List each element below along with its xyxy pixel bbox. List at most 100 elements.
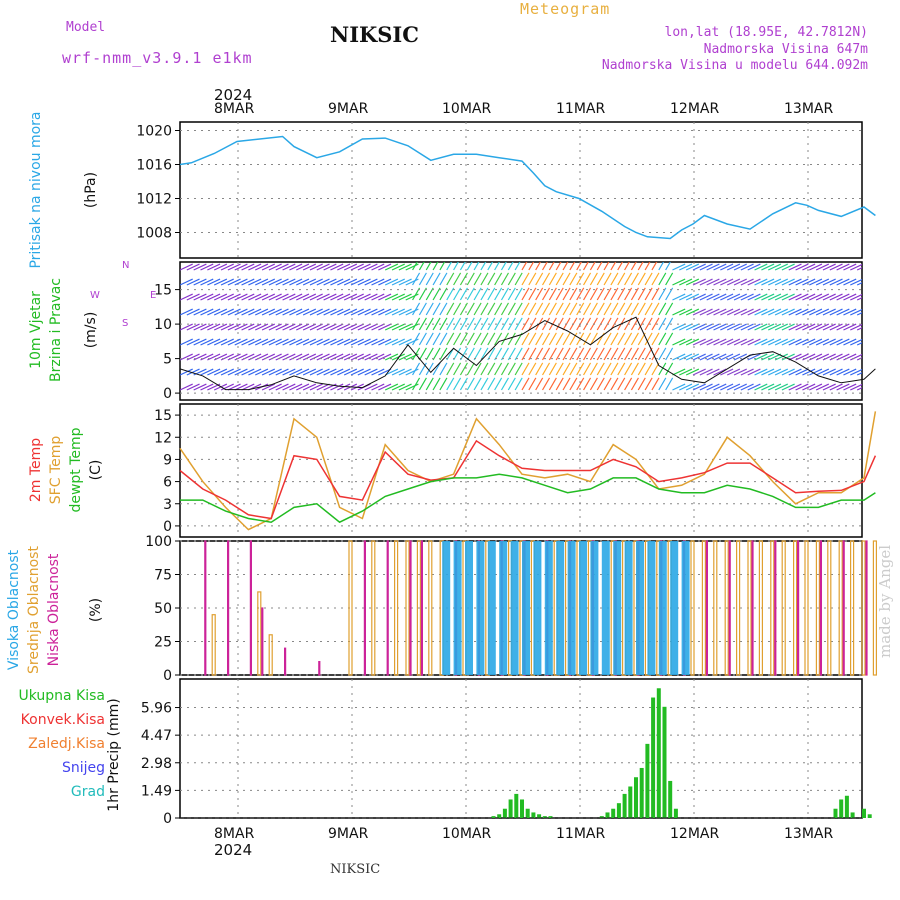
wind-barb <box>364 368 378 376</box>
wind-barb <box>241 278 255 286</box>
wind-barb <box>425 272 434 286</box>
wind-barb <box>480 362 489 376</box>
precip-bar <box>616 803 621 818</box>
wind-barb <box>781 308 795 316</box>
wind-barb <box>733 383 747 391</box>
wind-barb <box>726 293 741 301</box>
precip-legend-item: Konvek.Kisa <box>21 712 105 728</box>
precip-bar <box>537 814 542 818</box>
wind-barb <box>439 262 446 271</box>
wind-barb <box>405 278 419 286</box>
wind-barb <box>180 323 193 331</box>
wind-barb <box>207 278 221 286</box>
wind-barb <box>603 377 612 391</box>
wind-barb <box>542 262 548 271</box>
wind-barb <box>829 308 843 316</box>
wind-barb <box>514 377 523 391</box>
wind-barb <box>761 338 775 346</box>
wind-barb <box>637 362 646 376</box>
wind-barb <box>617 262 624 271</box>
wind-barb <box>596 377 605 391</box>
wind-barb <box>282 308 296 316</box>
wind-barb <box>624 332 633 346</box>
wind-barb <box>302 338 317 346</box>
wind-barb <box>637 287 646 301</box>
wind-barb <box>781 293 795 301</box>
wind-barb <box>494 347 503 361</box>
mid-cloud-bar <box>257 591 262 676</box>
mid-cloud-bar <box>758 540 764 676</box>
wind-barb <box>227 383 241 391</box>
wind-barb <box>774 308 789 316</box>
wind-barb <box>398 293 412 301</box>
wind-barb <box>658 347 667 361</box>
wind-barb <box>309 323 323 331</box>
wind-barb <box>843 368 857 376</box>
wind-barb <box>289 293 303 301</box>
wind-barb <box>186 293 200 301</box>
wind-barb <box>289 278 303 286</box>
wind-barb <box>213 263 228 271</box>
wind-barb <box>337 308 351 316</box>
wind-barb <box>809 368 823 376</box>
wind-barb <box>521 347 530 361</box>
wind-barb <box>425 332 434 346</box>
wind-barb <box>836 338 850 346</box>
wind-barb <box>555 332 564 346</box>
wind-barb <box>856 327 862 331</box>
wind-barb <box>774 338 789 346</box>
wind-barb <box>637 377 646 391</box>
wind-barb <box>378 308 392 316</box>
precip-legend-item: Snijeg <box>62 760 105 776</box>
y-tick-label: 0 <box>163 668 172 684</box>
y-tick-label: 1008 <box>136 226 172 242</box>
x-tick-bottom: 10MAR <box>442 826 491 842</box>
wind-barb <box>644 262 651 271</box>
wind-barb <box>856 357 862 361</box>
wind-barb <box>418 302 427 316</box>
wind-barb <box>843 293 857 301</box>
high-cloud-bar <box>636 541 644 675</box>
wind-barb <box>781 263 795 271</box>
wind-barb <box>337 323 351 331</box>
wind-barb <box>624 287 633 301</box>
wind-barb <box>733 278 747 286</box>
wind-barb <box>856 387 862 391</box>
x-tick-top: 9MAR <box>328 101 369 117</box>
wind-barb <box>583 272 592 286</box>
wind-barb <box>296 353 310 361</box>
wind-barb <box>186 263 200 271</box>
precip-bar <box>867 814 872 818</box>
wind-barb <box>227 338 241 346</box>
wind-barb <box>767 338 782 346</box>
wind-barb <box>343 353 358 361</box>
wind-barb <box>282 278 296 286</box>
wind-barb <box>180 293 193 301</box>
wind-barb <box>610 362 619 376</box>
wind-barb <box>466 347 475 361</box>
wind-barb <box>809 353 823 361</box>
wind-barb <box>521 317 530 331</box>
wind-barb <box>446 272 455 286</box>
wind-barb <box>227 263 241 271</box>
wind-barb <box>733 293 747 301</box>
wind-barb <box>699 293 713 301</box>
wind-barb <box>186 368 200 376</box>
wind-barb <box>207 338 221 346</box>
wind-barb <box>754 338 768 346</box>
wind-barb <box>384 263 399 271</box>
wind-barb <box>500 347 509 361</box>
low-cloud-bar <box>261 607 264 676</box>
wind-barb <box>685 383 700 391</box>
wind-barb <box>542 302 551 316</box>
wind-barb <box>466 377 475 391</box>
wind-barb <box>316 338 330 346</box>
wind-barb <box>864 294 877 300</box>
precip-bar <box>862 808 866 818</box>
wind-barb <box>371 338 385 346</box>
wind-barb <box>282 263 296 271</box>
wind-barb <box>418 377 427 391</box>
wind-barb <box>754 278 768 286</box>
wind-barb <box>432 377 441 391</box>
wind-barb <box>850 263 862 271</box>
